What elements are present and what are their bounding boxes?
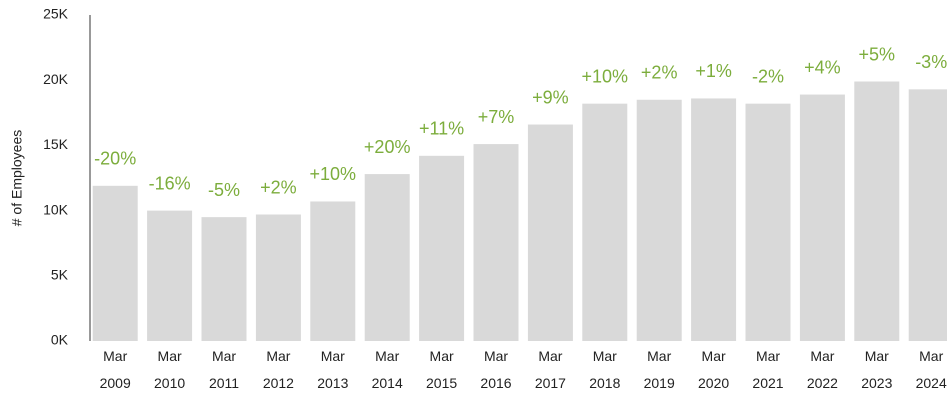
change-label: +20%: [364, 137, 411, 157]
x-tick-label: Mar 2016: [480, 348, 512, 391]
x-tick-label: Mar 2021: [752, 348, 784, 391]
bar: [691, 98, 737, 342]
change-label: +5%: [859, 44, 896, 64]
bar: [854, 81, 900, 341]
x-tick-label: Mar 2017: [534, 348, 566, 391]
y-tick-label: 10K: [43, 201, 69, 217]
y-tick-label: 5K: [51, 267, 69, 283]
x-tick-label: Mar 2011: [208, 348, 240, 391]
change-label: +2%: [260, 177, 297, 197]
bar: [636, 99, 682, 341]
bar: [473, 144, 519, 341]
x-tick-label: Mar 2013: [317, 348, 349, 391]
x-tick-label: Mar 2015: [426, 348, 458, 391]
bar: [364, 174, 410, 341]
change-label: +9%: [532, 87, 569, 107]
x-tick-label: Mar 2024: [915, 348, 947, 391]
bar: [527, 124, 573, 341]
change-label: -16%: [149, 173, 191, 193]
bar: [92, 185, 138, 341]
change-label: +10%: [582, 66, 629, 86]
bar: [908, 89, 947, 341]
y-axis-title: # of Employees: [9, 130, 25, 227]
x-tick-label: Mar 2018: [589, 348, 621, 391]
bar: [147, 210, 193, 341]
x-tick-label: Mar 2022: [806, 348, 838, 391]
y-tick-label: 25K: [43, 6, 69, 22]
bar: [201, 217, 247, 341]
bar: [255, 214, 301, 341]
bar: [310, 201, 356, 341]
y-tick-label: 0K: [51, 332, 69, 348]
change-label: -5%: [208, 180, 240, 200]
change-label: -2%: [752, 66, 784, 86]
change-label: +4%: [804, 57, 841, 77]
change-label: +7%: [478, 107, 515, 127]
change-label: -3%: [915, 52, 947, 72]
x-tick-label: Mar 2009: [99, 348, 131, 391]
bar: [799, 94, 845, 341]
change-label: +11%: [419, 119, 464, 139]
change-label: +2%: [641, 63, 678, 83]
change-label: -20%: [94, 149, 136, 169]
change-label: +1%: [695, 61, 732, 81]
x-tick-label: Mar 2019: [643, 348, 675, 391]
x-tick-label: Mar 2023: [861, 348, 893, 391]
x-tick-label: Mar 2012: [262, 348, 294, 391]
x-tick-label: Mar 2014: [371, 348, 403, 391]
bar: [745, 103, 791, 341]
x-tick-label: Mar 2010: [154, 348, 186, 391]
change-label: +10%: [310, 164, 357, 184]
bar: [419, 155, 465, 341]
y-tick-label: 20K: [43, 71, 69, 87]
x-tick-label: Mar 2020: [698, 348, 730, 391]
bar: [582, 103, 628, 341]
y-tick-label: 15K: [43, 136, 69, 152]
